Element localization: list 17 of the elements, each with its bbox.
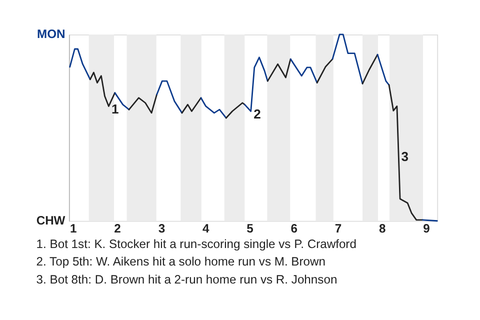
x-tick-label: 9 (423, 222, 430, 236)
x-tick-label: 4 (202, 222, 210, 236)
x-tick-label: 3 (158, 222, 166, 236)
text: 2. Top 5th: W. Aikens hit a solo home run vs M. Brown (36, 254, 326, 269)
annotation: 1 (111, 102, 119, 117)
x-tick-label: 5 (246, 222, 254, 236)
text: 3. Bot 8th: D. Brown hit a 2-run home run vs R. Johnson (36, 272, 338, 286)
x-tick-label: 6 (290, 222, 298, 236)
annotation: 2 (254, 106, 261, 122)
text: CHW (36, 214, 66, 228)
x-tick-label: 2 (114, 222, 122, 236)
annotation: 3 (401, 148, 409, 164)
x-tick-label: 8 (379, 222, 386, 236)
text: 1. Bot 1st: K. Stocker hit a run-scoring single vs P. Crawford (36, 236, 356, 251)
series-label: MON (36, 27, 66, 42)
x-tick-label: 1 (70, 222, 78, 236)
x-tick-label: 7 (334, 222, 342, 236)
